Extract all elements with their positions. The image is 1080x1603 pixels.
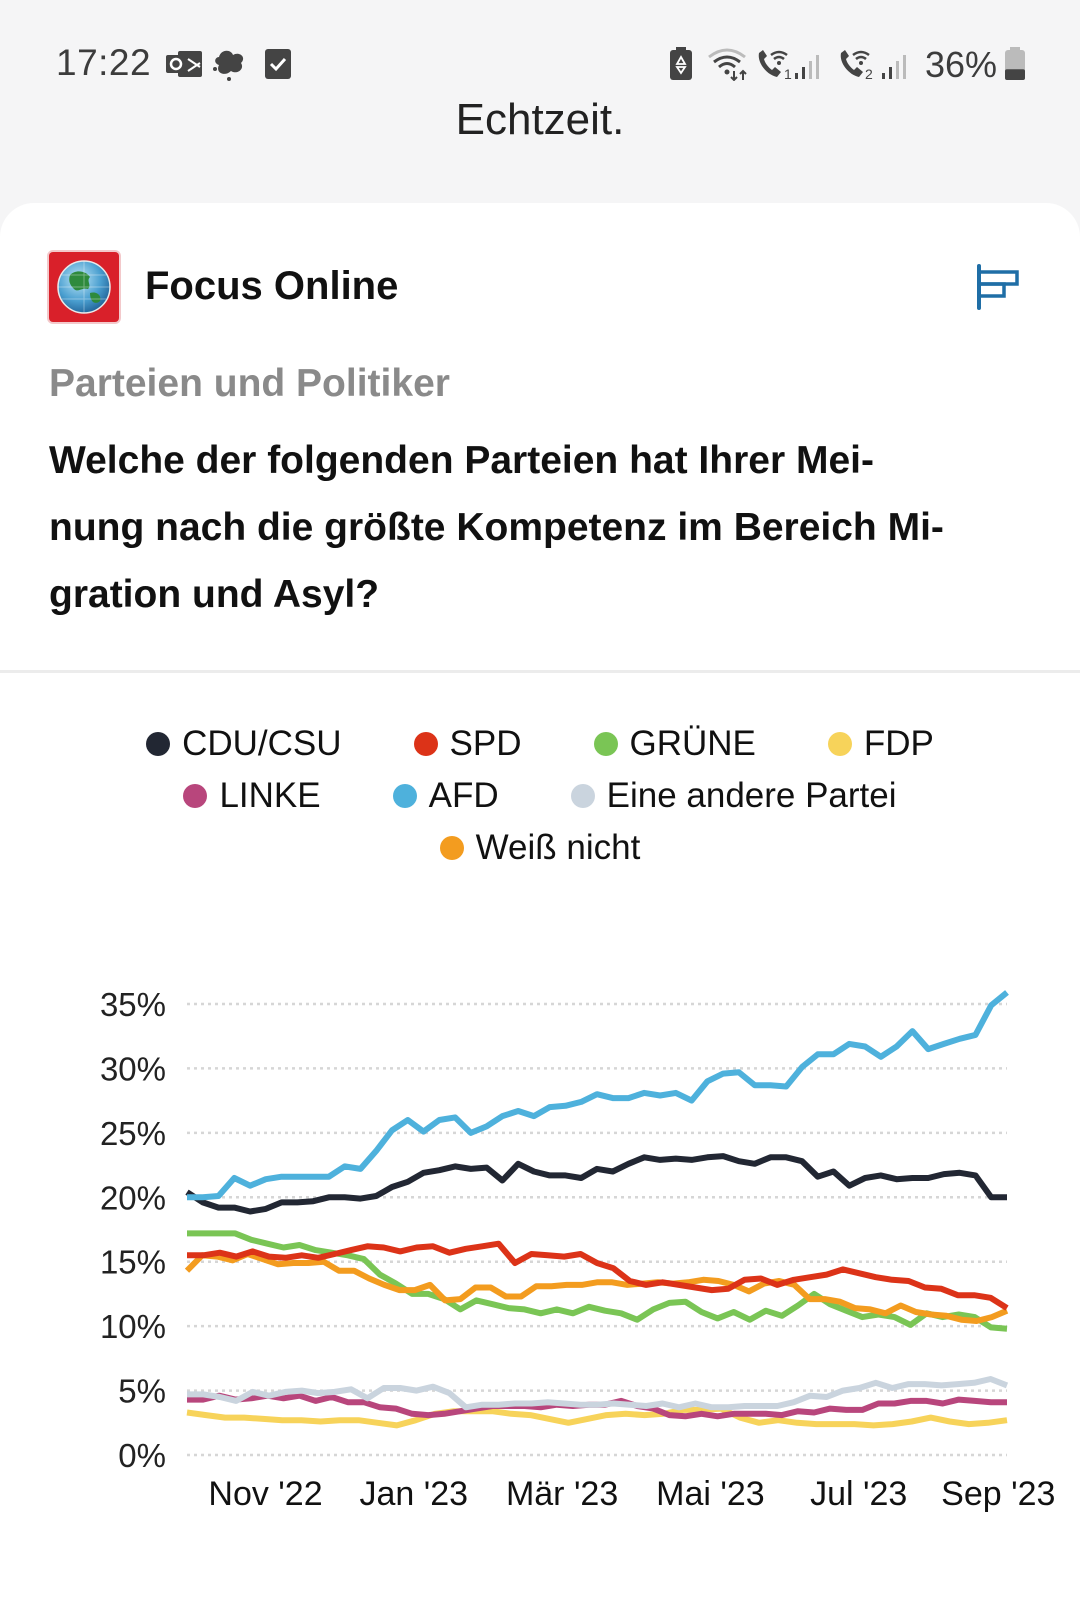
series-line-spd[interactable]	[187, 1240, 1009, 1311]
series-line-eine-andere-partei[interactable]	[187, 1376, 1009, 1411]
legend-dot-icon	[392, 784, 417, 808]
legend-label: AFD	[428, 776, 499, 815]
y-tick-label: 15%	[100, 1244, 166, 1281]
wifi-call-sim1-icon: 1	[755, 48, 823, 81]
question-line: nung nach die größte Kompetenz im Bereic…	[49, 506, 944, 549]
y-tick-label: 5%	[118, 1373, 166, 1410]
wifi-call-sim2-icon: 2	[837, 48, 913, 81]
status-time: 17:22	[56, 42, 152, 83]
x-tick-label: Jul '23	[810, 1475, 907, 1513]
y-tick-label: 25%	[100, 1115, 166, 1152]
legend-label: Weiß nicht	[475, 828, 641, 867]
chart-bars-icon	[977, 264, 1019, 310]
legend-dot-icon	[439, 836, 464, 860]
battery-saver-icon	[668, 47, 694, 80]
poll-question: Welche der folgenden Parteien hat Ihrer …	[49, 427, 1039, 628]
battery-icon	[1003, 47, 1027, 80]
svg-text:2: 2	[865, 66, 873, 81]
question-line: Welche der folgenden Parteien hat Ihrer …	[49, 439, 874, 482]
leaf-icon	[210, 48, 250, 81]
chart-legend: CDU/CSU SPD GRÜNE FDP LINKE AFD Eine andere Pa…	[0, 718, 1080, 874]
y-tick-label: 20%	[100, 1179, 166, 1216]
series-line-afd[interactable]	[187, 990, 1009, 1201]
legend-dot-icon	[146, 732, 171, 756]
legend-row: CDU/CSU SPD GRÜNE FDP	[0, 718, 1080, 770]
source-logo[interactable]	[49, 252, 119, 322]
legend-item[interactable]: AFD	[392, 776, 499, 816]
poll-category: Parteien und Politiker	[49, 362, 450, 405]
legend-item[interactable]: Eine andere Partei	[570, 776, 897, 816]
line-chart: 0% 5% 10% 15% 20% 25% 30% 35% Nov '22 Jan '23 Mär …	[100, 986, 1055, 1513]
checkbox-icon	[262, 48, 294, 80]
status-bar: 17:22 1 2 36%	[0, 0, 1080, 100]
y-tick-label: 30%	[100, 1050, 166, 1087]
battery-percent: 36%	[925, 44, 998, 85]
legend-item[interactable]: Weiß nicht	[439, 828, 641, 868]
x-tick-label: Nov '22	[208, 1475, 322, 1513]
question-line: gration und Asyl?	[49, 573, 380, 616]
legend-row: Weiß nicht	[0, 822, 1080, 874]
chart-menu-button[interactable]	[970, 262, 1026, 312]
legend-row: LINKE AFD Eine andere Partei	[0, 770, 1080, 822]
legend-item[interactable]: LINKE	[183, 776, 321, 816]
legend-dot-icon	[183, 784, 208, 808]
svg-text:1: 1	[784, 66, 792, 81]
legend-dot-icon	[827, 732, 852, 756]
divider	[0, 670, 1080, 673]
legend-item[interactable]: CDU/CSU	[146, 724, 342, 764]
source-name[interactable]: Focus Online	[145, 264, 399, 308]
legend-label: GRÜNE	[629, 724, 756, 763]
page-title: Echtzeit.	[455, 95, 625, 144]
legend-item[interactable]: GRÜNE	[593, 724, 756, 764]
legend-dot-icon	[593, 732, 618, 756]
y-tick-label: 0%	[118, 1437, 166, 1474]
legend-label: Eine andere Partei	[606, 776, 897, 815]
series-line-gr-ne[interactable]	[187, 1230, 1008, 1332]
x-tick-label: Jan '23	[360, 1475, 469, 1513]
legend-dot-icon	[413, 732, 438, 756]
x-tick-label: Mai '23	[656, 1475, 765, 1513]
series-line-cdu-csu[interactable]	[185, 1153, 1007, 1215]
x-tick-label: Mär '23	[506, 1475, 618, 1513]
legend-item[interactable]: SPD	[413, 724, 522, 764]
series-line-wei-nicht[interactable]	[184, 1251, 1009, 1324]
legend-label: FDP	[863, 724, 934, 763]
globe-icon	[57, 260, 111, 314]
wifi-icon	[706, 48, 754, 81]
legend-item[interactable]: FDP	[827, 724, 934, 764]
legend-dot-icon	[570, 784, 595, 808]
legend-label: SPD	[449, 724, 522, 763]
poll-card	[0, 203, 1080, 1603]
y-tick-label: 10%	[100, 1308, 166, 1345]
x-tick-label: Sep '23	[941, 1475, 1055, 1513]
y-tick-label: 35%	[100, 986, 166, 1023]
outlook-icon	[165, 48, 205, 80]
legend-label: CDU/CSU	[182, 724, 342, 763]
series-line-fdp[interactable]	[186, 1405, 1008, 1429]
legend-label: LINKE	[219, 776, 321, 815]
